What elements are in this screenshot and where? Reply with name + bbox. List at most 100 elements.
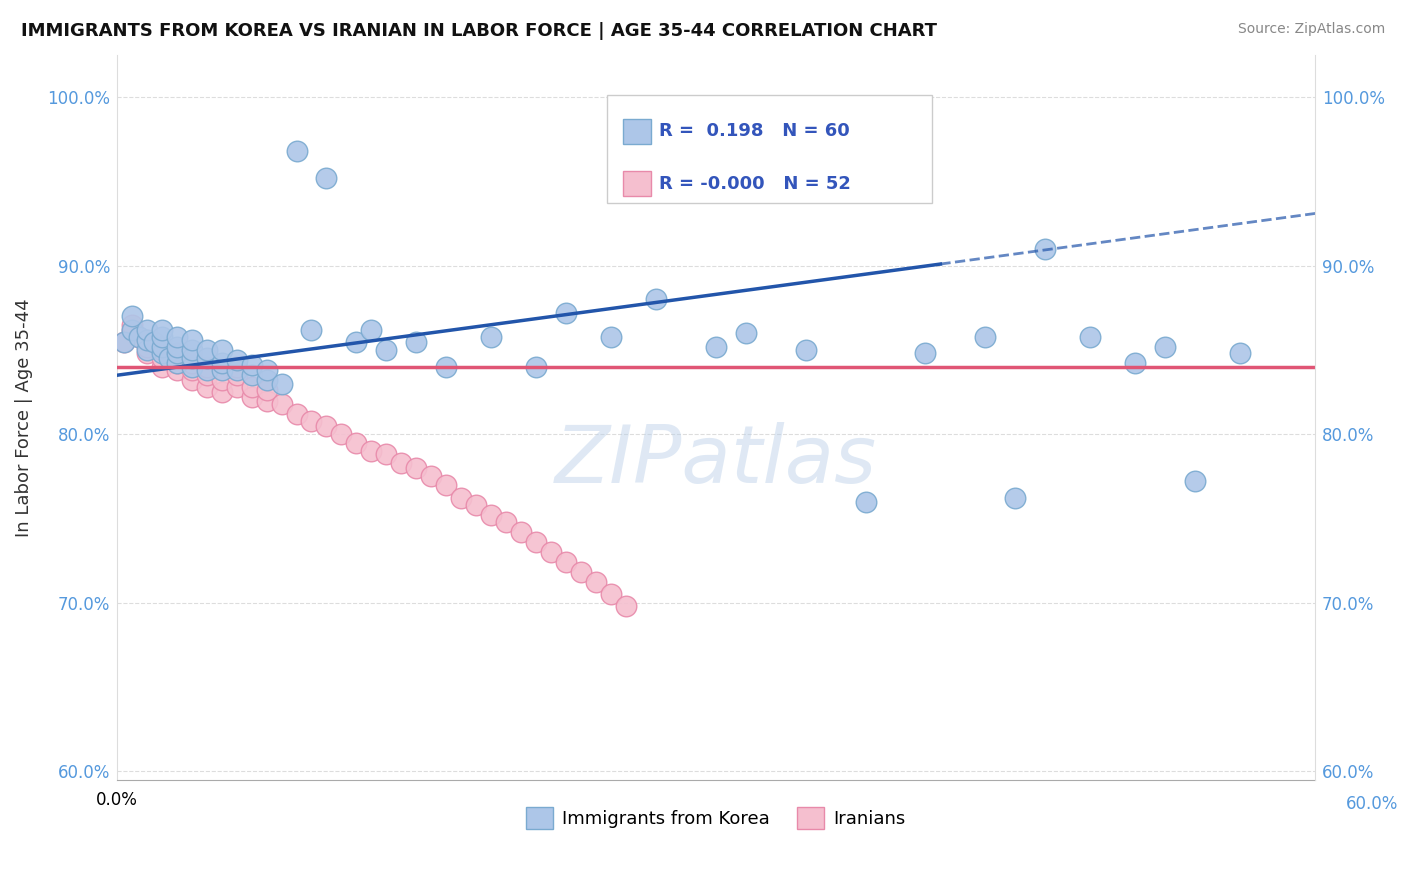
Point [150, 359, 173, 374]
Point [360, 444, 382, 458]
Text: IMMIGRANTS FROM KOREA VS IRANIAN IN LABOR FORCE | AGE 35-44 CORRELATION CHART: IMMIGRANTS FROM KOREA VS IRANIAN IN LABO… [21, 22, 936, 40]
Point [585, 575, 607, 590]
Text: ZIPatlas: ZIPatlas [555, 422, 877, 500]
Point [143, 334, 166, 349]
Point [389, 456, 412, 470]
Point [135, 343, 157, 357]
Point [195, 363, 218, 377]
Point [600, 329, 623, 343]
Point [121, 323, 143, 337]
Point [150, 323, 173, 337]
Point [1154, 340, 1177, 354]
Point [479, 508, 502, 522]
Point [794, 343, 817, 357]
Point [285, 144, 308, 158]
Point [555, 555, 578, 569]
Point [405, 461, 427, 475]
Point [195, 368, 218, 383]
Point [211, 343, 233, 357]
Point [211, 373, 233, 387]
Point [150, 329, 173, 343]
Point [157, 351, 180, 366]
Point [495, 515, 517, 529]
Point [112, 334, 135, 349]
Point [914, 346, 936, 360]
Point [510, 524, 533, 539]
Point [344, 435, 367, 450]
Point [1229, 346, 1251, 360]
Point [135, 346, 157, 360]
Point [166, 329, 188, 343]
Point [465, 498, 488, 512]
Point [540, 545, 562, 559]
Point [734, 326, 756, 340]
Point [256, 373, 278, 387]
Point [256, 393, 278, 408]
Point [195, 380, 218, 394]
Point [644, 293, 666, 307]
Point [270, 376, 292, 391]
Text: R =  0.198   N = 60: R = 0.198 N = 60 [659, 122, 851, 140]
Point [121, 323, 143, 337]
Point [569, 566, 592, 580]
Point [211, 385, 233, 400]
Point [180, 359, 202, 374]
Point [555, 306, 578, 320]
Point [479, 329, 502, 343]
Point [135, 323, 157, 337]
Point [450, 491, 472, 506]
Point [166, 346, 188, 360]
Legend: Immigrants from Korea, Iranians: Immigrants from Korea, Iranians [519, 799, 912, 836]
Point [112, 334, 135, 349]
Point [211, 356, 233, 370]
Point [270, 397, 292, 411]
Point [704, 340, 727, 354]
Point [240, 358, 263, 372]
Y-axis label: In Labor Force | Age 35-44: In Labor Force | Age 35-44 [15, 298, 32, 537]
Point [180, 333, 202, 347]
Point [600, 587, 623, 601]
Point [150, 351, 173, 366]
Point [211, 363, 233, 377]
Point [434, 359, 457, 374]
Point [524, 359, 547, 374]
Point [315, 171, 337, 186]
Point [1184, 475, 1206, 489]
Point [405, 334, 427, 349]
Point [128, 329, 150, 343]
Point [1123, 356, 1146, 370]
Point [195, 359, 218, 374]
Point [180, 343, 202, 357]
Point [1004, 491, 1026, 506]
Point [256, 384, 278, 398]
Point [974, 329, 997, 343]
Point [135, 333, 157, 347]
Point [225, 368, 247, 383]
Text: Source: ZipAtlas.com: Source: ZipAtlas.com [1237, 22, 1385, 37]
Point [121, 310, 143, 324]
Point [166, 346, 188, 360]
Point [135, 340, 157, 354]
Point [180, 351, 202, 366]
Point [524, 535, 547, 549]
Point [180, 356, 202, 370]
Point [166, 356, 188, 370]
Point [375, 447, 398, 461]
Point [285, 407, 308, 421]
Point [135, 333, 157, 347]
Point [128, 329, 150, 343]
Point [195, 343, 218, 357]
Point [195, 351, 218, 366]
Point [150, 343, 173, 357]
Point [180, 373, 202, 387]
Point [256, 363, 278, 377]
Point [1033, 242, 1056, 256]
Point [360, 323, 382, 337]
Point [315, 418, 337, 433]
Point [301, 414, 323, 428]
Point [166, 340, 188, 354]
Point [150, 346, 173, 360]
Point [225, 363, 247, 377]
Point [330, 427, 353, 442]
Point [225, 380, 247, 394]
